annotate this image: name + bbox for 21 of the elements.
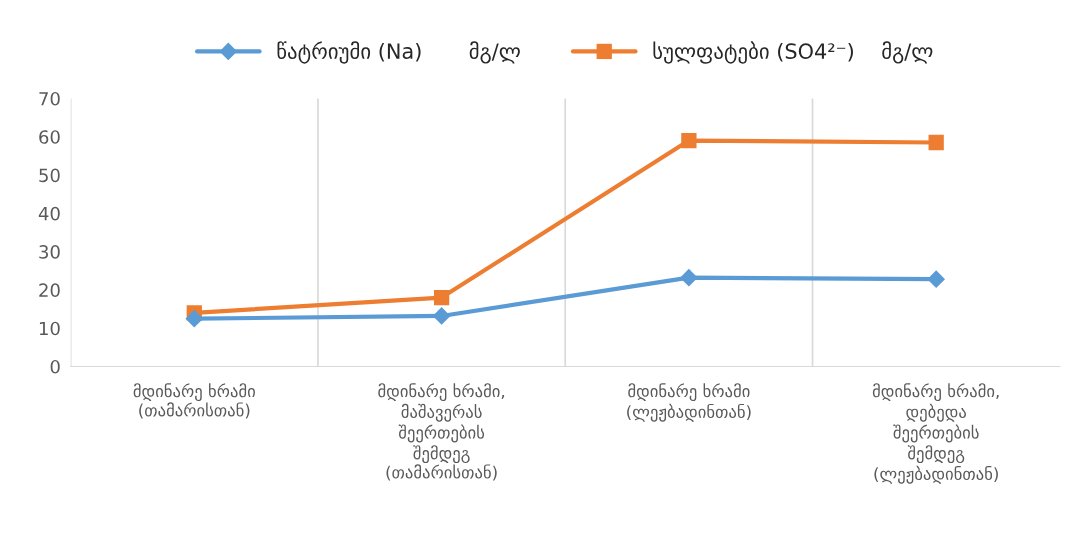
y-tick-label: 10 [39, 321, 60, 336]
point [681, 132, 697, 149]
y-tick-label: 50 [39, 168, 60, 183]
y-tick-label: 70 [39, 91, 60, 106]
point [680, 268, 698, 287]
point [927, 270, 946, 289]
point [928, 134, 944, 151]
legend-label: სულფატები (SO4²⁻) მგ/ლ [653, 41, 933, 64]
y-tick-label: 20 [39, 283, 60, 298]
y-tick-label: 0 [50, 359, 60, 374]
x-tick-label: მდინარე ხრამი, მაშავერას შეერთების შემდეგ (თამარისთან) [378, 383, 505, 481]
y-tick-label: 40 [38, 206, 60, 221]
legend-label: წატრიუმი (Na) მგ/ლ [277, 41, 520, 64]
x-tick-label: მდინარე ხრამი, დებედა შეერთების შემდეგ (ლეჟბადინთან) [872, 383, 999, 484]
x-tick-label: მდინარე ხრამი (თამარისთან) [133, 383, 255, 419]
point [432, 307, 451, 325]
point [185, 309, 204, 328]
y-tick-label: 30 [39, 245, 60, 259]
point [433, 289, 450, 306]
x-tick-label: მდინარე ხრამი (ლეჟბადინთან) [627, 383, 751, 422]
y-tick-label: 60 [39, 130, 60, 144]
